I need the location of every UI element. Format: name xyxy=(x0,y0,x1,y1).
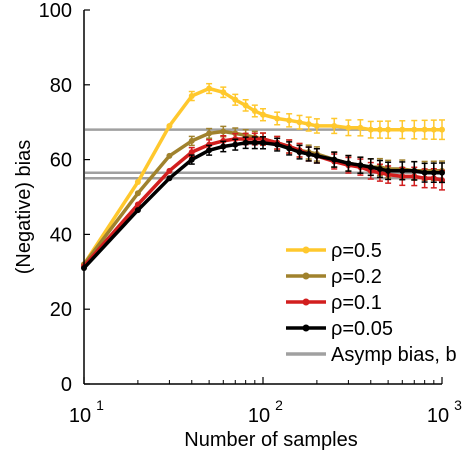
data-point xyxy=(439,169,445,176)
data-point xyxy=(385,167,392,174)
data-point xyxy=(286,117,293,124)
data-point xyxy=(134,190,141,197)
x-tick-exponent: 3 xyxy=(454,397,462,413)
data-point xyxy=(220,89,227,96)
data-point xyxy=(206,85,213,92)
data-point xyxy=(260,139,266,146)
data-point xyxy=(313,122,320,129)
data-point xyxy=(439,126,445,133)
y-tick-label: 80 xyxy=(50,75,72,97)
data-point xyxy=(242,139,249,146)
data-point xyxy=(411,126,418,133)
legend-marker xyxy=(302,246,310,254)
y-ticks: 0 20 40 60 80 100 xyxy=(39,0,90,396)
data-point xyxy=(296,119,303,126)
legend-marker xyxy=(302,298,310,306)
data-point xyxy=(286,145,293,152)
x-tick-label: 10 xyxy=(427,405,449,427)
data-point xyxy=(206,147,213,154)
legend-marker xyxy=(302,272,310,280)
data-point xyxy=(399,167,406,174)
x-axis-label: Number of samples xyxy=(184,429,357,451)
data-point xyxy=(242,102,249,109)
legend-label: ρ=0.5 xyxy=(331,240,382,262)
legend-label: ρ=0.05 xyxy=(331,318,393,340)
data-point xyxy=(220,143,227,150)
data-point xyxy=(345,160,352,167)
series-group xyxy=(81,136,445,272)
series-group xyxy=(81,132,445,270)
legend-entry: ρ=0.05 xyxy=(286,318,393,340)
data-point xyxy=(251,107,258,114)
series-line xyxy=(82,129,442,266)
data-point xyxy=(166,167,173,174)
x-tick-exponent: 2 xyxy=(275,397,283,413)
data-point xyxy=(188,137,195,144)
data-point xyxy=(260,111,266,118)
data-point xyxy=(357,162,364,169)
legend-entry: ρ=0.1 xyxy=(286,292,382,314)
data-point xyxy=(367,164,374,171)
legend-entry: ρ=0.2 xyxy=(286,266,382,288)
data-point xyxy=(166,122,173,129)
legend-entry: ρ=0.5 xyxy=(286,240,382,262)
data-point xyxy=(421,126,428,133)
x-ticks: 10 1 10 2 10 3 xyxy=(69,377,462,427)
legend-label: Asymp bias, b xyxy=(331,344,457,366)
data-point xyxy=(376,165,383,172)
data-point xyxy=(376,126,383,133)
data-point xyxy=(421,169,428,176)
data-point xyxy=(274,115,281,122)
x-tick-label: 10 xyxy=(248,405,270,427)
legend-label: ρ=0.1 xyxy=(331,292,382,314)
data-point xyxy=(411,167,418,174)
legend-marker xyxy=(302,324,310,332)
legend-label: ρ=0.2 xyxy=(331,266,382,288)
data-point xyxy=(430,126,437,133)
data-point xyxy=(188,149,195,156)
data-point xyxy=(232,96,239,103)
y-tick-label: 60 xyxy=(50,150,72,172)
data-point xyxy=(367,126,374,133)
data-point xyxy=(206,130,213,137)
data-point xyxy=(166,152,173,159)
data-point xyxy=(345,124,352,131)
data-point xyxy=(134,201,141,208)
data-point xyxy=(188,156,195,163)
data-point xyxy=(188,93,195,100)
data-point xyxy=(220,128,227,135)
x-tick-exponent: 1 xyxy=(96,397,104,413)
series-group xyxy=(81,82,445,268)
y-tick-label: 20 xyxy=(50,299,72,321)
data-point xyxy=(430,169,437,176)
data-point xyxy=(399,126,406,133)
data-point xyxy=(134,179,141,186)
data-point xyxy=(134,207,141,214)
data-point xyxy=(305,150,312,157)
y-axis-label: (Negative) bias xyxy=(13,140,35,275)
data-point xyxy=(331,156,338,163)
data-point xyxy=(331,122,338,129)
data-point xyxy=(166,175,173,182)
y-tick-label: 40 xyxy=(50,224,72,246)
data-point xyxy=(305,121,312,128)
data-point xyxy=(313,152,320,159)
data-point xyxy=(385,126,392,133)
y-tick-label: 100 xyxy=(39,0,72,22)
x-tick-label: 10 xyxy=(69,405,91,427)
data-point xyxy=(357,124,364,131)
data-point xyxy=(274,141,281,148)
legend-entry: Asymp bias, b xyxy=(286,344,457,366)
y-tick-label: 0 xyxy=(61,374,72,396)
data-point xyxy=(296,149,303,156)
series-lines xyxy=(81,82,445,272)
legend: ρ=0.5 ρ=0.2 ρ=0.1 ρ=0.05 Asymp bias, b xyxy=(286,240,457,366)
data-point xyxy=(251,139,258,146)
data-point xyxy=(232,141,239,148)
